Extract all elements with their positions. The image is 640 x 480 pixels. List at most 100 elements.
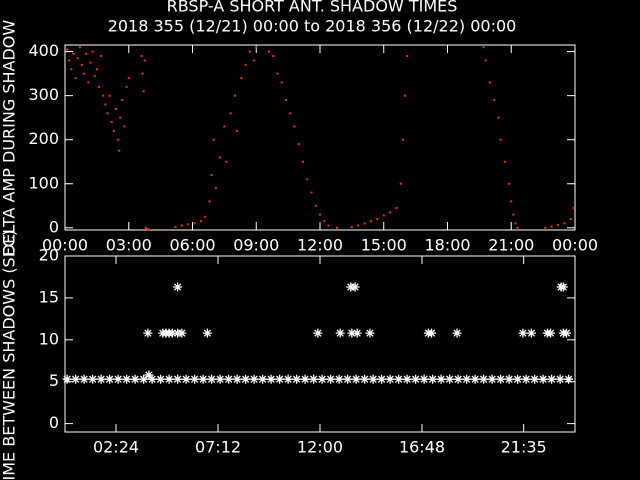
data-point: [83, 72, 86, 75]
data-point: [112, 129, 115, 132]
data-point: [411, 374, 421, 384]
data-point: [240, 77, 243, 80]
data-point: [462, 374, 472, 384]
data-point: [88, 374, 98, 384]
data-point: [146, 228, 149, 231]
data-point: [508, 182, 511, 185]
data-point: [497, 116, 500, 119]
y-tick-label: 15: [39, 287, 59, 306]
data-point: [241, 374, 251, 384]
data-point: [144, 370, 154, 380]
data-point: [352, 328, 362, 338]
data-point: [180, 224, 183, 227]
data-point: [104, 103, 107, 106]
plot-frame: [64, 255, 576, 433]
data-point: [530, 374, 540, 384]
data-point: [319, 213, 321, 216]
data-point: [555, 374, 565, 384]
data-point: [89, 61, 92, 64]
data-point: [347, 328, 357, 338]
data-point: [389, 211, 392, 214]
data-point: [156, 374, 166, 384]
data-point: [123, 125, 126, 128]
data-point: [91, 50, 94, 53]
data-point: [200, 220, 202, 223]
data-point: [297, 143, 300, 146]
data-point: [326, 374, 336, 384]
data-point: [130, 374, 140, 384]
data-point: [202, 328, 212, 338]
y-tick-label: 400: [28, 41, 59, 60]
data-point: [489, 81, 491, 84]
data-point: [141, 72, 144, 75]
data-point: [95, 68, 98, 71]
data-point: [85, 52, 88, 55]
data-point: [313, 328, 323, 338]
data-point: [512, 213, 515, 216]
data-point: [181, 374, 191, 384]
data-point: [283, 374, 293, 384]
data-point: [293, 125, 296, 128]
data-point: [310, 191, 313, 194]
data-point: [482, 46, 485, 49]
data-point: [504, 374, 514, 384]
y-tick-label: 0: [49, 413, 59, 432]
data-point: [544, 226, 547, 229]
data-point: [557, 224, 559, 227]
data-point: [253, 59, 256, 62]
data-point: [147, 374, 157, 384]
data-point: [499, 138, 502, 141]
data-point: [479, 374, 489, 384]
data-point: [317, 374, 327, 384]
data-point: [547, 374, 557, 384]
data-point: [487, 374, 497, 384]
data-point: [121, 99, 124, 102]
data-point: [538, 374, 548, 384]
data-point: [255, 46, 258, 49]
y-tick-label: 0: [49, 217, 59, 236]
data-point: [496, 374, 506, 384]
y-tick-label: 10: [39, 329, 59, 348]
data-point: [198, 374, 208, 384]
data-point: [167, 328, 177, 338]
data-point: [377, 374, 387, 384]
data-point: [395, 206, 398, 209]
data-point: [376, 217, 379, 220]
data-point: [493, 99, 496, 102]
data-point: [289, 112, 292, 115]
data-point: [526, 328, 536, 338]
data-point: [327, 224, 330, 227]
data-point: [119, 116, 122, 119]
data-point: [510, 200, 513, 203]
data-point: [244, 63, 247, 66]
data-point: [452, 328, 462, 338]
data-point: [513, 374, 523, 384]
data-point: [174, 225, 177, 228]
data-point: [336, 226, 338, 229]
data-point: [368, 374, 378, 384]
data-point: [93, 74, 96, 77]
data-point: [78, 46, 81, 49]
data-point: [210, 173, 213, 176]
data-point: [106, 112, 109, 115]
data-point: [212, 138, 215, 141]
data-point: [223, 125, 226, 128]
data-point: [558, 282, 568, 292]
x-tick-label: 00:00: [552, 236, 598, 255]
data-point: [68, 59, 71, 62]
data-point: [514, 222, 517, 225]
data-point: [406, 55, 409, 58]
data-point: [98, 85, 100, 88]
x-tick-label: 12:00: [297, 236, 343, 255]
x-tick-label: 18:00: [424, 236, 470, 255]
data-point: [360, 374, 370, 384]
x-tick-label: 21:35: [501, 438, 547, 457]
data-point: [70, 68, 73, 71]
x-tick-label: 03:00: [106, 236, 152, 255]
data-point: [550, 225, 553, 228]
data-point: [399, 182, 402, 185]
y-axis-label: TIME BETWEEN SHADOWS (SEC): [0, 230, 19, 480]
data-point: [404, 94, 406, 97]
data-point: [351, 374, 361, 384]
data-point: [66, 48, 69, 51]
